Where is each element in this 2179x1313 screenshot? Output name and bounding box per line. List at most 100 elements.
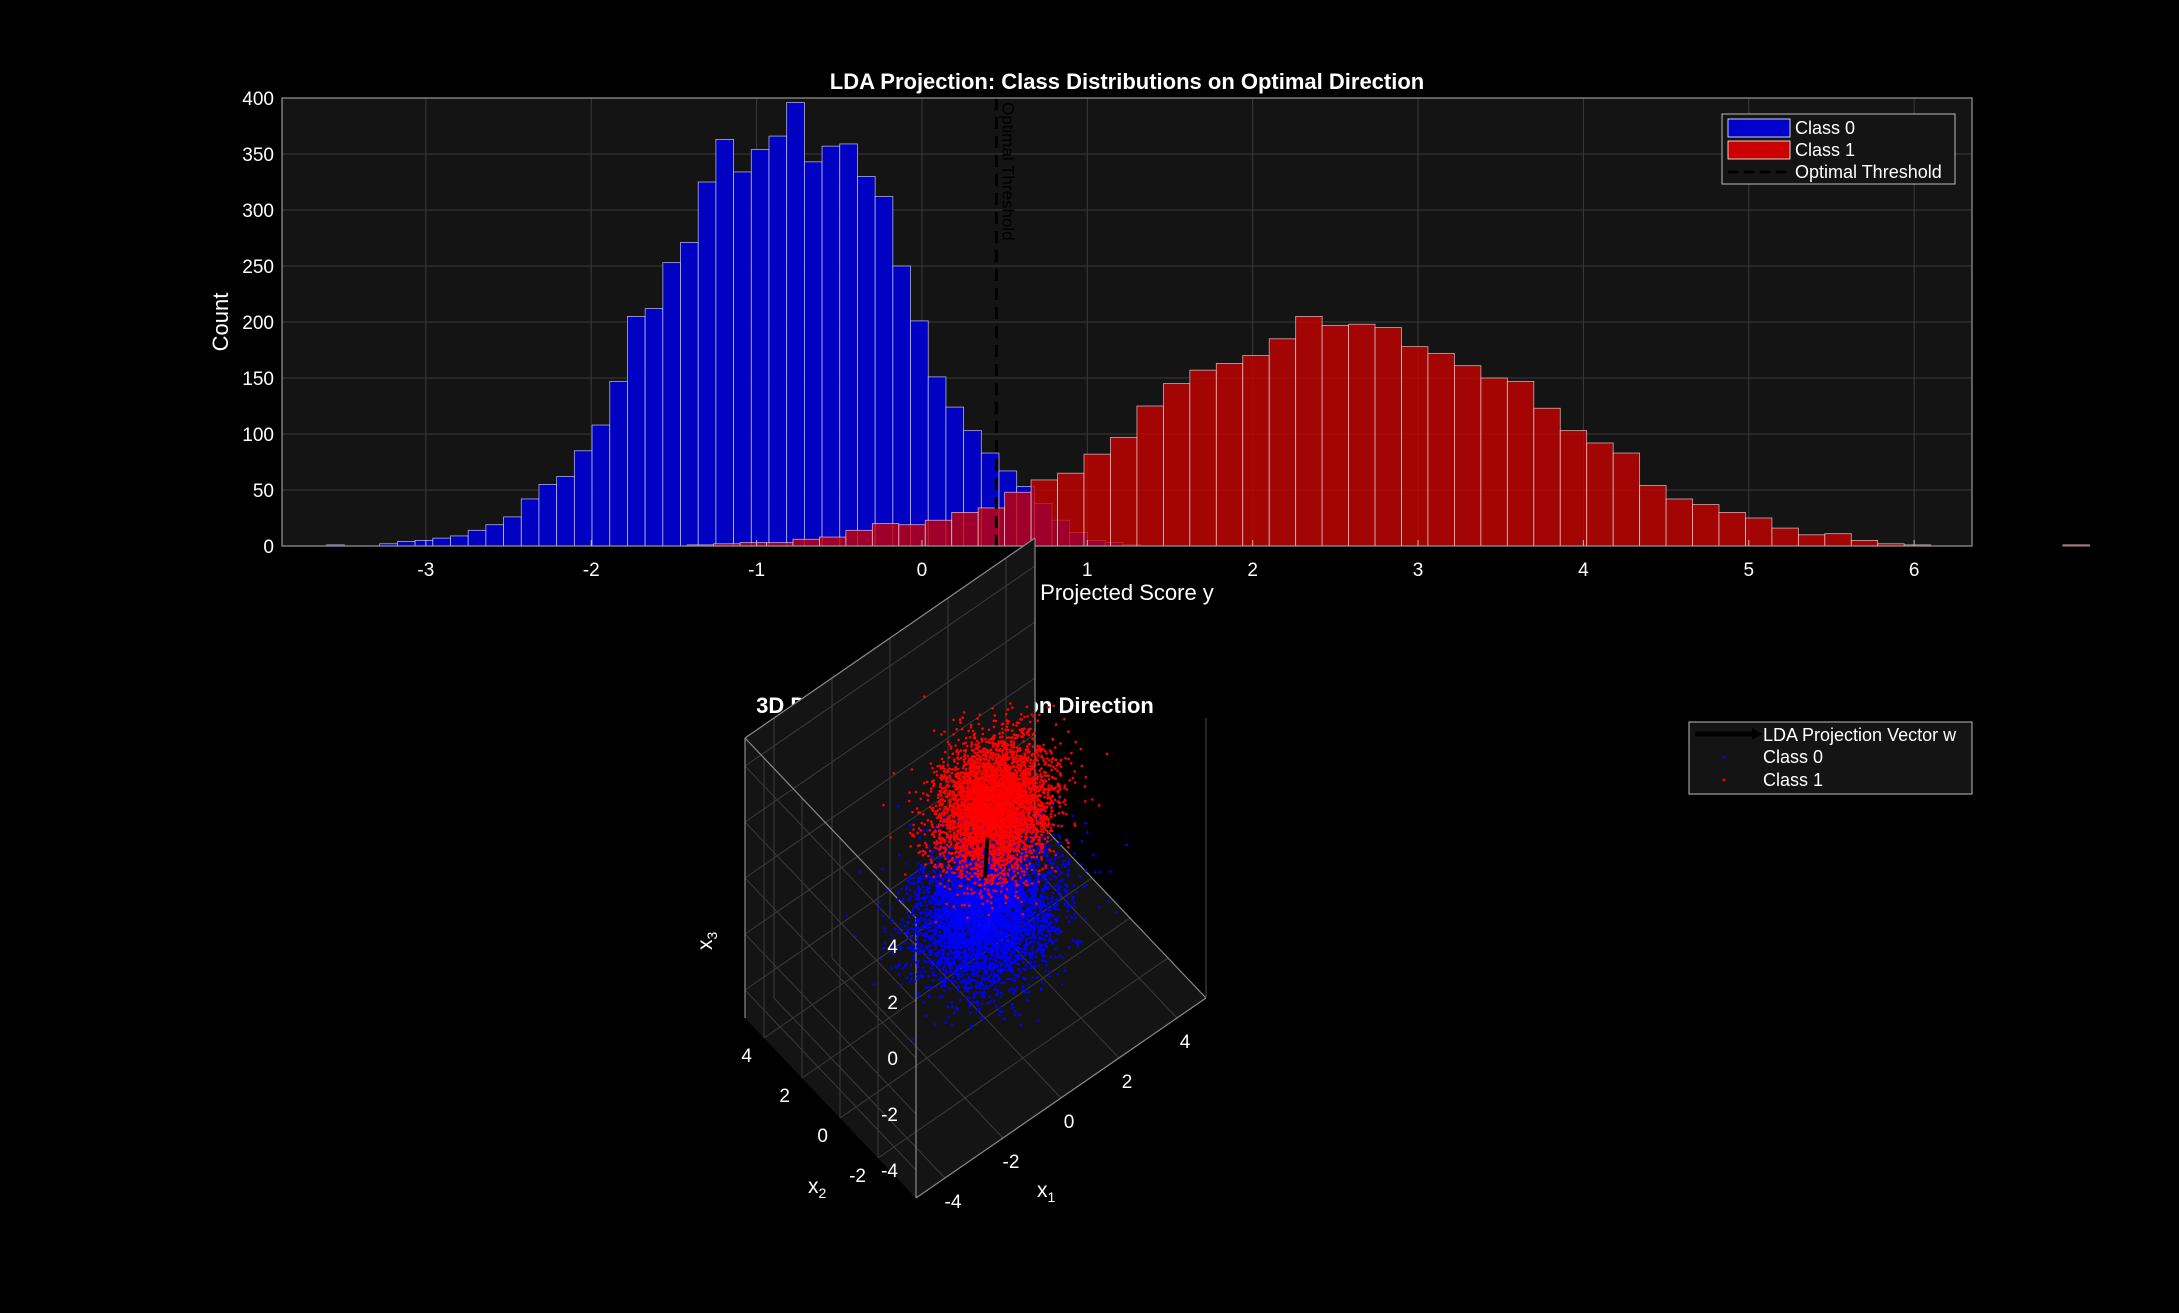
class-0-point xyxy=(915,940,918,943)
class-0-point xyxy=(1067,859,1071,862)
class-0-point xyxy=(988,929,992,932)
class-0-point xyxy=(1084,822,1088,825)
class-0-point xyxy=(1097,906,1101,909)
class-0-point xyxy=(966,961,969,964)
scatter3d-gridline xyxy=(744,565,1036,767)
class-1-bar xyxy=(1268,338,1297,547)
class-0-point xyxy=(929,882,932,885)
class-0-bar xyxy=(520,498,540,547)
class-0-point xyxy=(936,908,939,911)
class-0-point xyxy=(917,894,920,897)
class-0-point xyxy=(957,984,960,987)
class-0-point xyxy=(1061,853,1065,856)
class-0-point xyxy=(988,975,991,978)
class-0-point xyxy=(1072,905,1076,908)
class-0-point xyxy=(1045,919,1049,923)
scatter3d-gridline xyxy=(744,677,1036,879)
class-0-point xyxy=(1028,966,1032,970)
class-0-point xyxy=(1010,952,1013,956)
class-0-point xyxy=(927,918,930,922)
class-0-point xyxy=(979,967,983,970)
class-0-point xyxy=(921,867,924,870)
class-0-point xyxy=(941,995,944,998)
class-0-point xyxy=(983,959,987,962)
class-1-bar xyxy=(1745,517,1773,547)
class-0-point xyxy=(933,924,937,928)
class-0-point xyxy=(1043,886,1047,890)
class-0-point xyxy=(939,871,942,874)
class-0-point xyxy=(1030,889,1034,893)
class-0-point xyxy=(929,936,932,940)
class-0-point xyxy=(1035,897,1039,901)
class-0-point xyxy=(1034,885,1037,888)
class-0-point xyxy=(1022,967,1025,970)
class-0-point xyxy=(971,961,974,965)
class-0-point xyxy=(916,876,920,880)
class-0-point xyxy=(909,895,912,899)
class-0-point xyxy=(1067,945,1071,949)
class-0-point xyxy=(1015,962,1019,965)
class-0-point xyxy=(987,924,991,927)
class-0-point xyxy=(1000,940,1003,944)
class-0-point xyxy=(946,873,950,877)
class-0-bar xyxy=(874,196,894,547)
class-0-point xyxy=(1053,907,1056,910)
class-0-point xyxy=(956,972,960,976)
class-0-point xyxy=(919,931,922,935)
class-0-point xyxy=(958,887,961,891)
class-0-point xyxy=(911,909,915,912)
class-0-point xyxy=(906,910,909,914)
class-0-point xyxy=(925,954,928,958)
scatter3d-axis-edge xyxy=(915,997,1207,1199)
class-0-point xyxy=(988,930,992,934)
class-0-point xyxy=(922,874,925,877)
class-0-point xyxy=(949,941,953,945)
class-0-point xyxy=(963,906,966,910)
class-0-point xyxy=(1013,973,1016,976)
class-0-point xyxy=(1031,886,1035,890)
class-0-point xyxy=(1010,1002,1014,1006)
class-0-point xyxy=(968,987,971,990)
class-0-point xyxy=(1032,842,1035,845)
class-1-bar xyxy=(845,529,873,547)
class-0-point xyxy=(924,921,928,924)
class-0-point xyxy=(1060,892,1063,896)
class-0-point xyxy=(1034,851,1038,854)
class-0-point xyxy=(1036,917,1040,920)
class-0-point xyxy=(974,955,978,958)
class-0-point xyxy=(955,934,959,938)
class-0-point xyxy=(995,960,998,963)
class-0-point xyxy=(1011,1006,1015,1009)
class-0-point xyxy=(1045,945,1049,948)
legend-label-threshold: Optimal Threshold xyxy=(1795,162,1942,182)
class-0-point xyxy=(900,887,903,891)
class-1-bar xyxy=(1480,377,1508,547)
class-0-point xyxy=(1072,901,1076,904)
class-0-point xyxy=(969,935,973,938)
class-0-bar xyxy=(591,424,611,547)
class-0-point xyxy=(939,971,943,974)
class-0-point xyxy=(999,933,1003,937)
class-0-point xyxy=(920,863,923,867)
class-0-point xyxy=(1021,988,1024,992)
class-0-point xyxy=(944,936,947,939)
class-0-point xyxy=(955,1006,958,1010)
class-0-point xyxy=(930,938,934,942)
class-0-point xyxy=(994,931,998,935)
class-0-point xyxy=(1011,946,1015,949)
class-0-point xyxy=(952,915,956,919)
class-0-point xyxy=(1040,947,1044,951)
class-0-point xyxy=(970,927,973,930)
class-0-point xyxy=(971,883,974,887)
class-0-point xyxy=(916,862,920,865)
class-0-point xyxy=(935,985,938,989)
class-0-point xyxy=(1022,961,1026,964)
class-0-point xyxy=(974,984,978,988)
class-0-point xyxy=(944,890,948,894)
class-0-point xyxy=(974,1001,978,1004)
class-0-point xyxy=(985,908,989,911)
class-0-point xyxy=(1074,916,1078,919)
class-0-point xyxy=(961,928,965,932)
class-0-point xyxy=(950,945,953,949)
